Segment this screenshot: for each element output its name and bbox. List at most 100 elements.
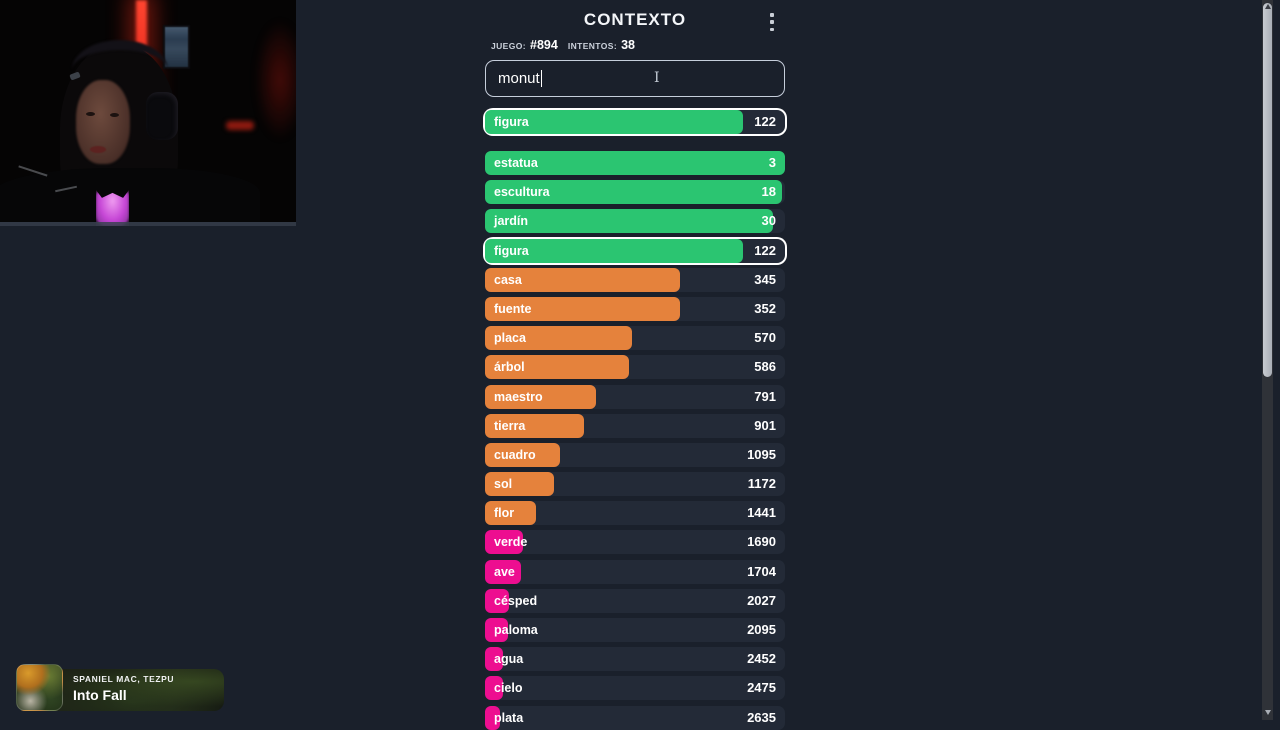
- guess-row: cuadro 1095: [485, 442, 785, 467]
- guess-rank-bar: [485, 238, 743, 263]
- webcam-streamer-eye-right: [110, 113, 119, 117]
- guess-rank: 586: [754, 359, 776, 375]
- guess-row: tierra 901: [485, 413, 785, 438]
- guess-row: jardín 30: [485, 209, 785, 234]
- webcam-background-monitor: [163, 25, 190, 69]
- guess-word: flor: [494, 506, 515, 521]
- guess-rank-bar: [485, 326, 632, 351]
- guess-row: estatua 3: [485, 151, 785, 175]
- guess-rank-bar: [485, 110, 743, 134]
- guess-row: agua 2452: [485, 647, 785, 672]
- game-number-label: JUEGO:: [491, 41, 526, 51]
- text-caret: [540, 70, 543, 87]
- guess-rank: 122: [754, 114, 776, 129]
- guess-word: placa: [494, 331, 526, 346]
- latest-guess-slot: figura 122: [485, 110, 785, 134]
- guess-word: agua: [494, 652, 524, 667]
- guess-rank: 30: [761, 213, 776, 229]
- guess-row: escultura 18: [485, 180, 785, 205]
- guess-row: casa 345: [485, 267, 785, 292]
- guess-word: casa: [494, 272, 522, 287]
- guess-rank: 791: [754, 388, 776, 404]
- scrollbar-up-arrow-icon[interactable]: [1265, 4, 1271, 9]
- guess-rank-bar: [485, 530, 523, 555]
- guess-rank-bar: [485, 588, 509, 613]
- guess-word: escultura: [494, 185, 550, 200]
- guess-rank: 1441: [747, 505, 776, 521]
- attempts-label: INTENTOS:: [567, 41, 618, 51]
- guess-input-value: monut: [498, 70, 540, 87]
- guess-rank: 2452: [747, 651, 776, 667]
- guess-rank: 2027: [747, 592, 776, 608]
- guess-row: paloma 2095: [485, 618, 785, 642]
- guess-word: verde: [494, 535, 528, 550]
- guess-word: cielo: [494, 681, 523, 696]
- guess-rank: 2475: [747, 680, 776, 696]
- now-playing-title: Into Fall: [73, 687, 127, 703]
- guess-row: verde 1690: [485, 530, 785, 555]
- webcam-streamer-body: [0, 168, 260, 226]
- guess-word: maestro: [494, 389, 543, 404]
- guess-word: sol: [494, 477, 513, 492]
- guess-row: figura 122: [485, 110, 785, 134]
- guess-rank: 901: [754, 417, 776, 433]
- guess-word: césped: [494, 593, 538, 608]
- scrollbar-down-arrow-icon[interactable]: [1265, 710, 1271, 715]
- guess-rank: 352: [754, 300, 776, 316]
- guess-rank-bar: [485, 267, 680, 292]
- guess-rank: 122: [754, 242, 776, 258]
- guess-rank: 345: [754, 271, 776, 287]
- webcam-overlay: [0, 0, 296, 226]
- webcam-streamer-eye-left: [86, 112, 95, 116]
- guess-word: fuente: [494, 301, 532, 316]
- guess-input[interactable]: monut I: [485, 60, 785, 97]
- page-title: CONTEXTO: [583, 10, 687, 29]
- guess-list: estatua 3 escultura 18 jardín 30 figura …: [485, 151, 785, 730]
- guess-rank-bar: [485, 355, 629, 380]
- guess-rank-bar: [485, 442, 560, 467]
- guess-rank: 1704: [747, 563, 776, 579]
- guess-rank-bar: [485, 384, 596, 409]
- guess-row: césped 2027: [485, 588, 785, 613]
- scrollbar-thumb[interactable]: [1263, 3, 1272, 377]
- guess-rank-bar: [485, 413, 584, 438]
- guess-row: flor 1441: [485, 501, 785, 526]
- guess-rank: 2095: [747, 622, 776, 637]
- attempts-value: 38: [621, 38, 635, 52]
- guess-rank-bar: [485, 647, 503, 672]
- text-cursor-icon: I: [654, 70, 660, 86]
- album-art-icon: [16, 664, 63, 711]
- kebab-menu-icon[interactable]: [765, 13, 779, 31]
- webcam-headphone-earcup: [146, 92, 178, 140]
- contexto-game-panel: CONTEXTO JUEGO: #894 INTENTOS: 38 monut …: [485, 0, 785, 730]
- guess-row: placa 570: [485, 326, 785, 351]
- guess-word: jardín: [494, 214, 529, 229]
- guess-rank: 570: [754, 330, 776, 346]
- webcam-red-ambient-glow: [255, 20, 296, 140]
- guess-row: figura 122: [485, 238, 785, 263]
- now-playing-widget: SPANIEL MAC, TEZPU Into Fall: [16, 664, 228, 712]
- guess-rank-bar: [485, 618, 508, 642]
- guess-row: cielo 2475: [485, 676, 785, 701]
- guess-rank: 1095: [747, 446, 776, 462]
- guess-word: cuadro: [494, 447, 536, 462]
- webcam-streamer-lips: [90, 146, 106, 153]
- guess-rank-bar: [485, 180, 782, 205]
- guess-row: sol 1172: [485, 472, 785, 497]
- guess-word: ave: [494, 564, 515, 579]
- guess-word: plata: [494, 710, 524, 725]
- guess-rank-bar: [485, 472, 554, 497]
- guess-row: fuente 352: [485, 296, 785, 321]
- guess-row: árbol 586: [485, 355, 785, 380]
- guess-rank: 18: [761, 184, 776, 200]
- now-playing-artists: SPANIEL MAC, TEZPU: [73, 674, 175, 684]
- guess-rank: 2635: [747, 709, 776, 725]
- game-number-value: #894: [530, 38, 558, 52]
- guess-rank-bar: [485, 151, 785, 175]
- guess-row: ave 1704: [485, 559, 785, 584]
- game-info: JUEGO: #894 INTENTOS: 38: [491, 38, 785, 52]
- guess-row: plata 2635: [485, 705, 785, 730]
- guess-rank-bar: [485, 209, 773, 234]
- webcam-bottom-edge: [0, 222, 296, 226]
- guess-word: paloma: [494, 623, 538, 637]
